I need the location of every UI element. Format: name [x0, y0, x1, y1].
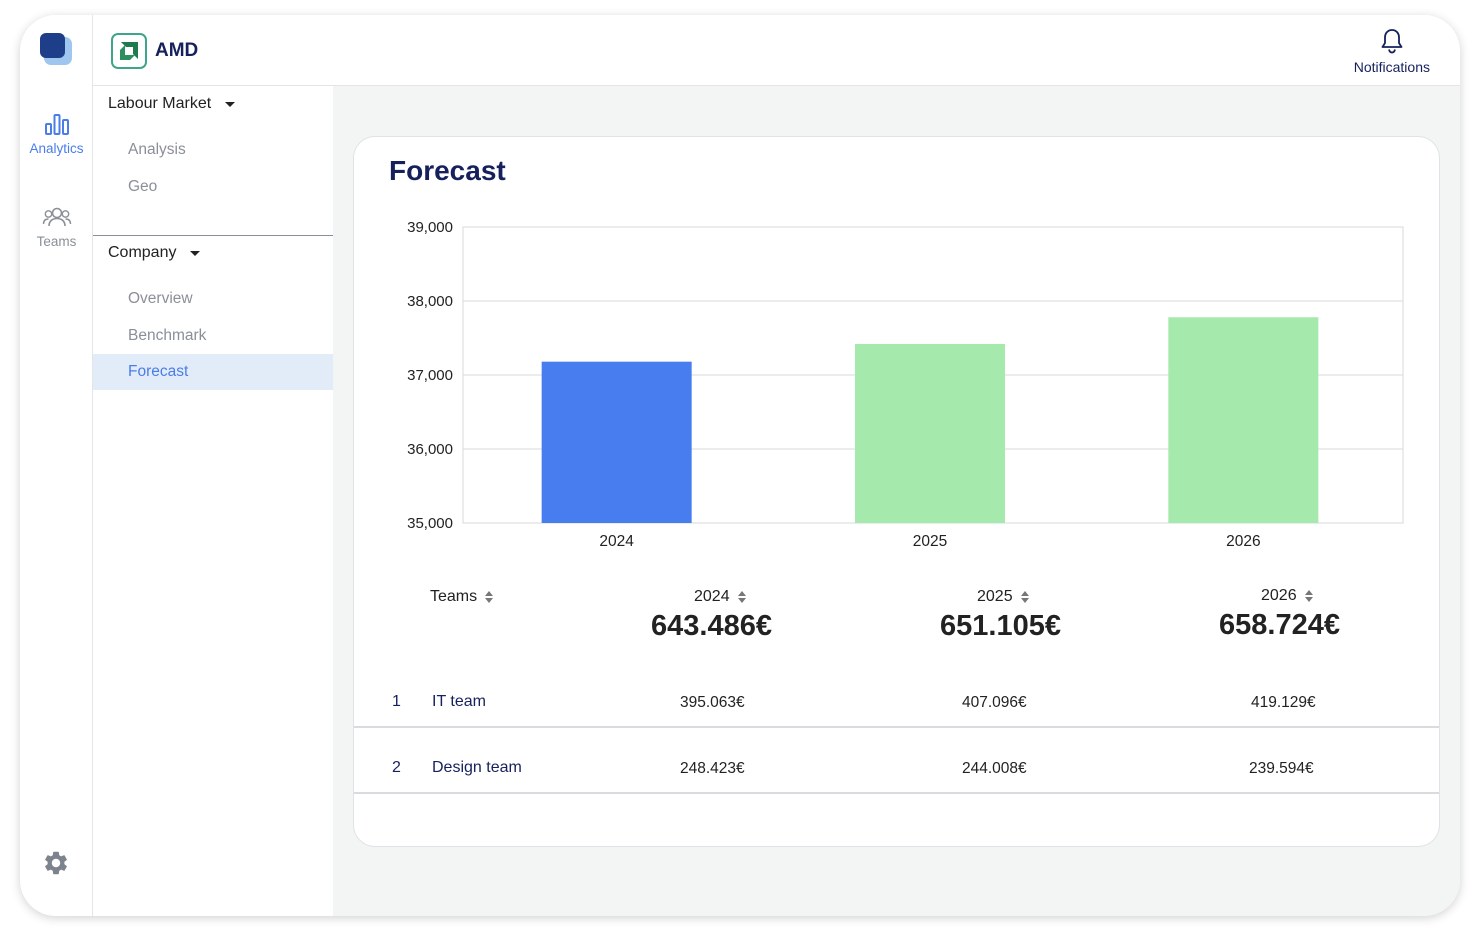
bar-2026: [1168, 317, 1319, 523]
caret-down-icon: [190, 250, 201, 256]
forecast-card: Forecast 35,000 36,000 37,000 38,000 39,000 2…: [353, 136, 1440, 847]
settings-button[interactable]: [42, 849, 70, 882]
column-header-2024[interactable]: 2024: [694, 588, 746, 606]
row-value-2026: 239.594€: [1249, 760, 1314, 777]
notifications-button[interactable]: Notifications: [1354, 27, 1430, 75]
column-header-2025-label: 2025: [977, 588, 1013, 605]
group-labour-market-label: Labour Market: [108, 95, 212, 112]
brand-logo-icon: [111, 33, 147, 69]
caret-down-icon: [225, 101, 236, 107]
x-tick-label: 2025: [913, 533, 947, 550]
group-labour-market[interactable]: Labour Market: [108, 95, 236, 113]
main-content: Forecast 35,000 36,000 37,000 38,000 39,000 2…: [333, 86, 1460, 916]
y-tick-label: 36,000: [407, 441, 453, 458]
brand[interactable]: AMD: [111, 33, 198, 69]
app-logo-icon[interactable]: [40, 33, 72, 65]
bar-chart-icon: [44, 114, 69, 135]
users-icon: [42, 207, 71, 227]
subnav-item-forecast[interactable]: Forecast: [93, 354, 333, 390]
row-divider: [354, 726, 1439, 728]
column-header-2026[interactable]: 2026: [1261, 587, 1313, 605]
total-2026: 658.724€: [1219, 609, 1340, 641]
row-number: 2: [392, 759, 401, 776]
x-tick-label: 2026: [1226, 533, 1260, 550]
row-value-2025: 244.008€: [962, 760, 1027, 777]
y-tick-label: 39,000: [407, 219, 453, 236]
row-divider: [354, 792, 1439, 794]
rail-item-teams[interactable]: Teams: [20, 205, 93, 249]
column-header-2025[interactable]: 2025: [977, 588, 1029, 606]
app-window: Analytics Teams: [20, 15, 1460, 916]
group-company-label: Company: [108, 244, 177, 261]
column-header-2026-label: 2026: [1261, 587, 1297, 604]
y-tick-label: 38,000: [407, 293, 453, 310]
rail-teams-label: Teams: [36, 234, 77, 249]
column-header-teams[interactable]: Teams: [430, 588, 494, 606]
subnav-item-overview[interactable]: Overview: [128, 290, 193, 307]
sub-navigation: Labour Market Analysis Geo Company Overv…: [93, 86, 333, 916]
column-header-teams-label: Teams: [430, 588, 478, 605]
row-value-2024: 248.423€: [680, 760, 745, 777]
row-value-2024: 395.063€: [680, 694, 745, 711]
bar-2025: [855, 343, 1005, 523]
row-team-name[interactable]: IT team: [432, 693, 486, 710]
x-tick-label: 2024: [599, 533, 634, 550]
bell-icon: [1381, 29, 1403, 54]
subnav-item-analysis[interactable]: Analysis: [128, 141, 186, 158]
brand-name: AMD: [155, 40, 199, 61]
row-value-2025: 407.096€: [962, 694, 1027, 711]
sort-icon: [485, 591, 494, 603]
rail-item-analytics[interactable]: Analytics: [20, 112, 93, 156]
top-bar: AMD Notifications: [93, 15, 1460, 86]
row-number: 1: [392, 693, 401, 710]
column-header-2024-label: 2024: [694, 588, 730, 605]
gear-icon: [45, 851, 67, 875]
sort-icon: [1020, 591, 1029, 603]
y-tick-label: 37,000: [407, 367, 453, 384]
total-2024: 643.486€: [651, 610, 772, 642]
page-title: Forecast: [389, 155, 506, 186]
bar-2024: [541, 361, 692, 523]
sort-icon: [1304, 590, 1313, 602]
rail-analytics-label: Analytics: [29, 141, 84, 156]
subnav-divider: [93, 235, 333, 236]
sort-icon: [737, 591, 746, 603]
y-tick-label: 35,000: [407, 515, 453, 532]
row-value-2026: 419.129€: [1251, 694, 1316, 711]
total-2025: 651.105€: [940, 610, 1061, 642]
subnav-item-benchmark[interactable]: Benchmark: [128, 327, 207, 344]
subnav-item-geo[interactable]: Geo: [128, 178, 158, 195]
row-team-name[interactable]: Design team: [432, 759, 522, 776]
forecast-chart: 35,000 36,000 37,000 38,000 39,000 2024 2025 20…: [407, 219, 1404, 550]
icon-rail: Analytics Teams: [20, 15, 93, 916]
group-company[interactable]: Company: [108, 244, 201, 262]
notifications-label: Notifications: [1353, 59, 1430, 75]
